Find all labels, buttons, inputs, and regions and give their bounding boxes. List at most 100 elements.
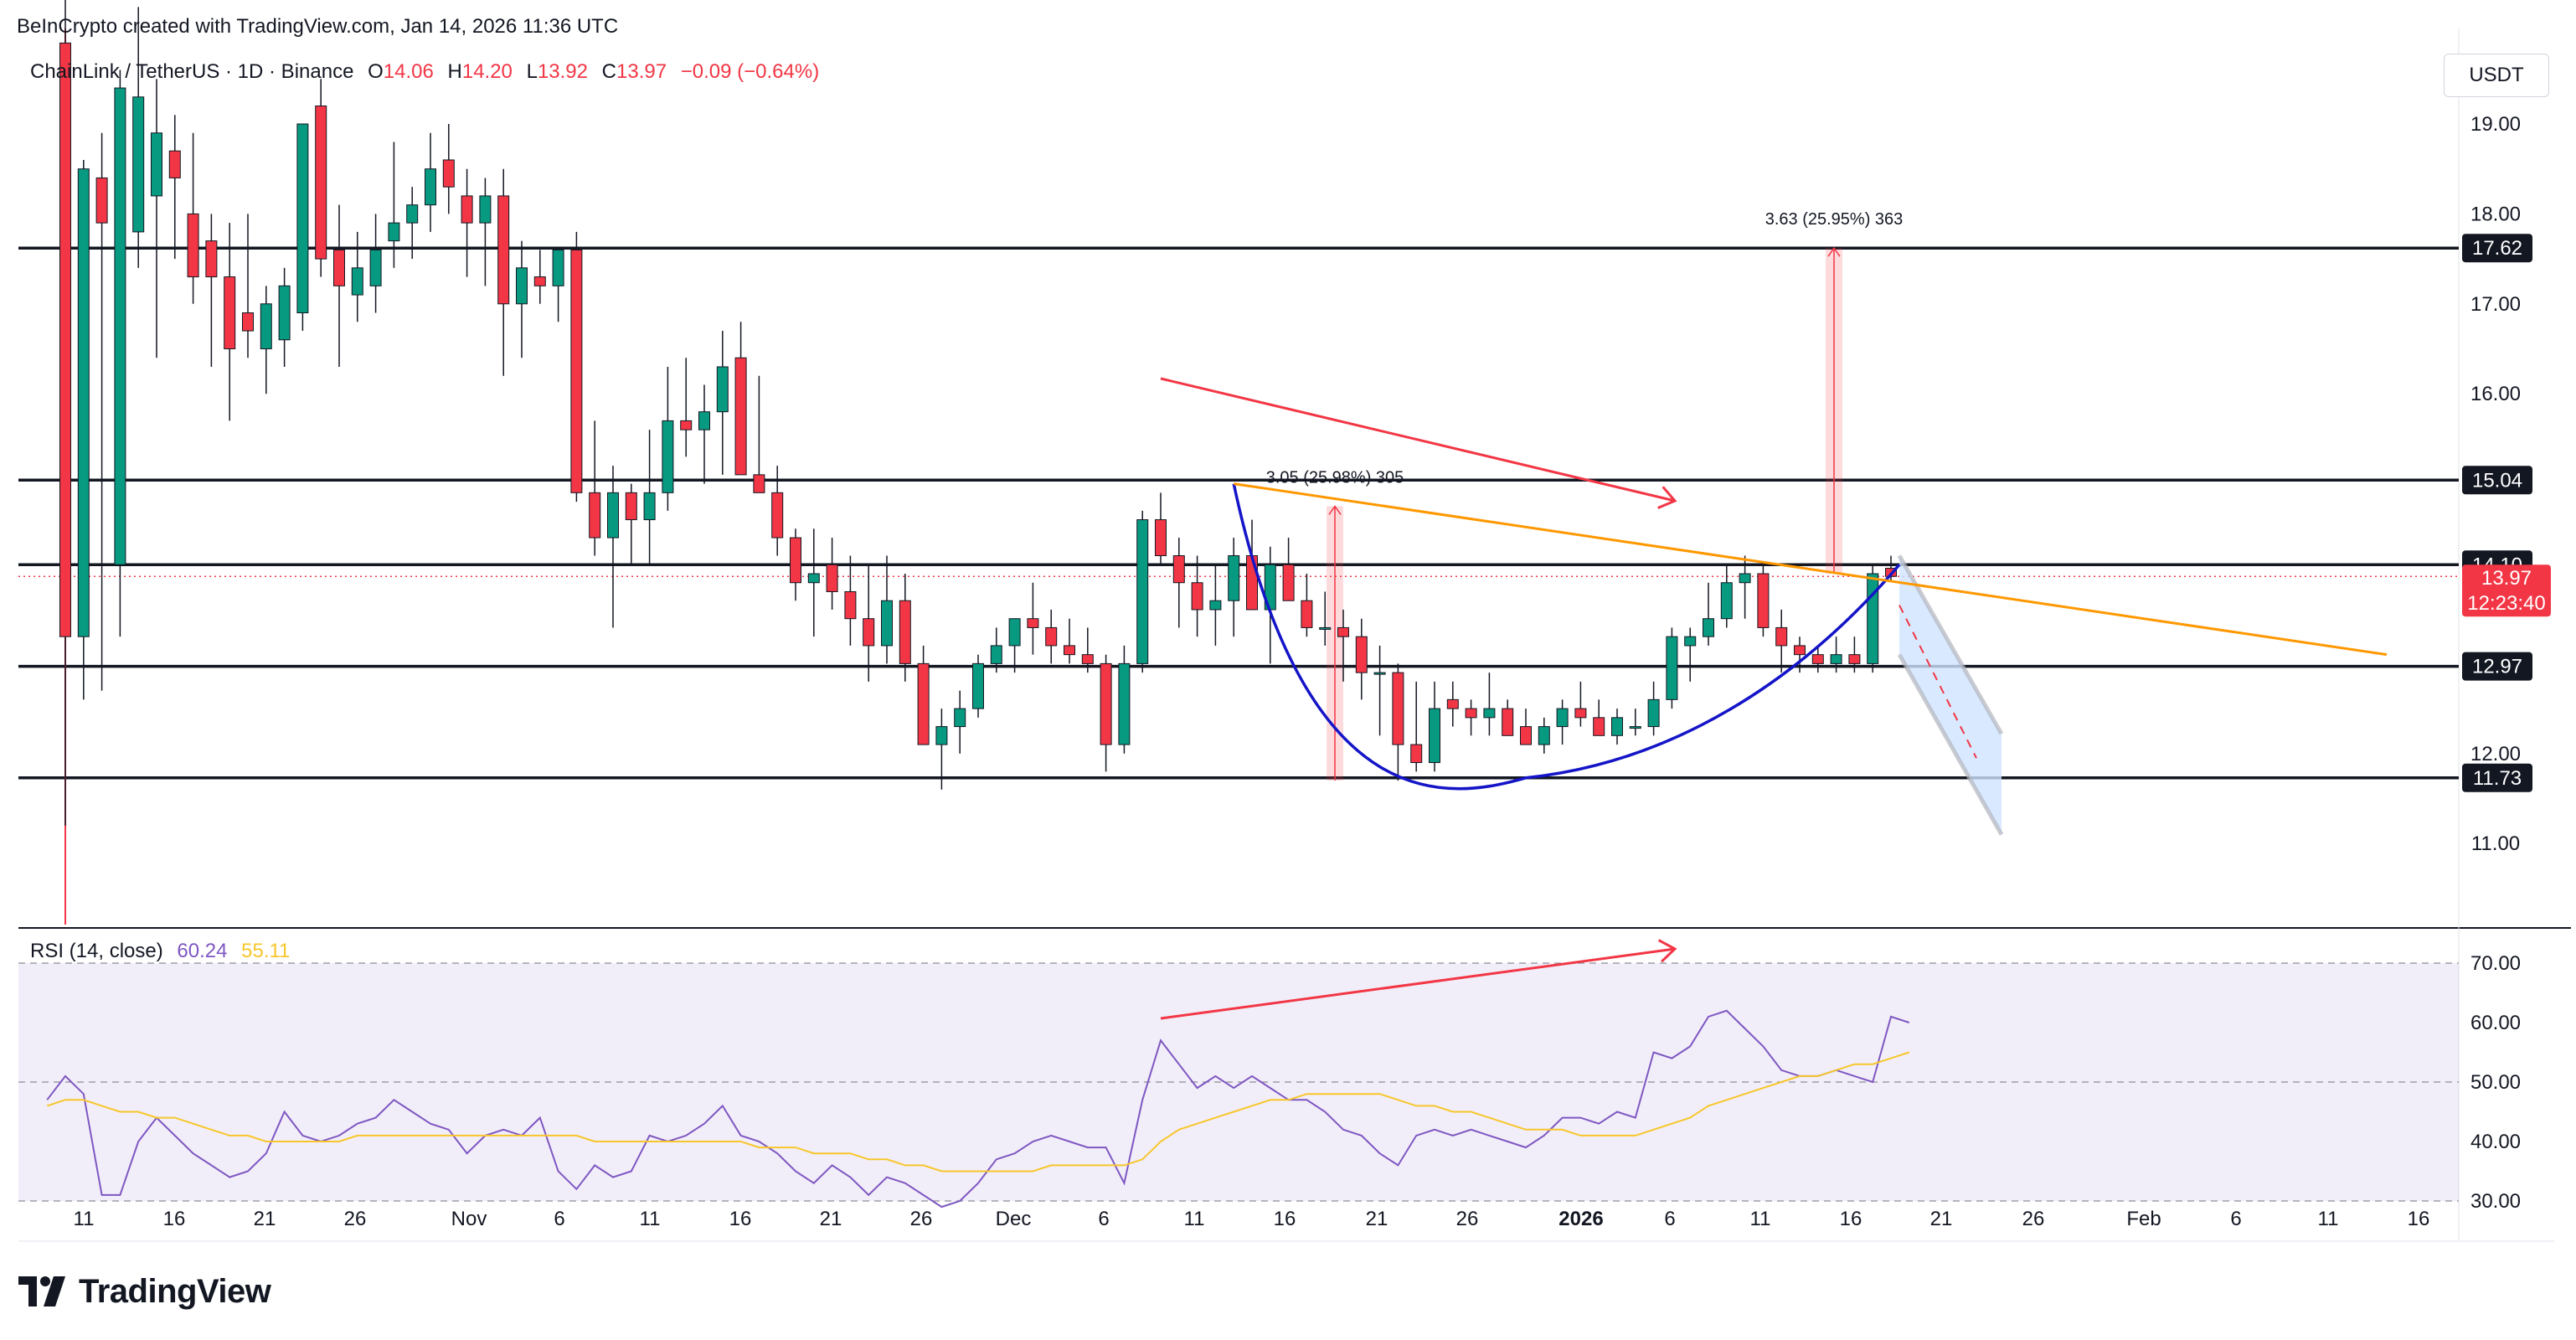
candle-body	[1228, 555, 1240, 601]
candle	[1483, 673, 1496, 736]
time-tick-label: 26	[1456, 1208, 1479, 1230]
candle-body	[1392, 672, 1404, 745]
time-tick-label: Feb	[2126, 1208, 2161, 1230]
candle	[1666, 627, 1678, 709]
candle-body	[1373, 672, 1386, 675]
candle	[863, 564, 875, 682]
symbol-legend[interactable]: ChainLink / TetherUS · 1D · Binance O14.…	[30, 60, 819, 84]
currency-button[interactable]: USDT	[2444, 54, 2549, 97]
candle	[1410, 681, 1423, 772]
candle	[1081, 627, 1094, 673]
candle-body	[461, 195, 473, 224]
price-tick-label: 19.00	[2470, 113, 2521, 136]
candle	[260, 286, 272, 394]
candle-body	[625, 492, 637, 521]
candle-body	[315, 106, 327, 260]
candle	[77, 159, 90, 700]
candle	[1775, 609, 1788, 673]
candle	[1538, 717, 1550, 754]
candle-body	[296, 123, 309, 314]
candle	[1703, 582, 1714, 646]
open-label: O	[368, 60, 384, 83]
candle-body	[388, 222, 400, 242]
candle	[1301, 574, 1313, 637]
candle	[296, 123, 309, 332]
candle	[1593, 699, 1605, 736]
candle-body	[369, 249, 382, 286]
countdown-label: 12:23:40	[2467, 592, 2545, 615]
candle	[224, 223, 236, 421]
price-tick-label: 16.00	[2470, 383, 2521, 405]
candle	[497, 168, 510, 376]
candle	[388, 142, 400, 268]
rsi-tick-label: 30.00	[2470, 1190, 2521, 1213]
candle-body	[1081, 654, 1094, 664]
candle	[753, 375, 765, 493]
candle-body	[863, 618, 875, 647]
candle	[826, 538, 838, 610]
candle-body	[406, 204, 419, 224]
tradingview-logo[interactable]: TradingView	[18, 1273, 271, 1310]
level-price-tag	[2462, 763, 2532, 792]
candle-body	[1045, 626, 1058, 647]
candle	[1647, 681, 1660, 736]
candle-body	[662, 420, 674, 493]
candle	[1155, 492, 1167, 565]
candle	[1574, 681, 1587, 727]
rsi-tick-label: 40.00	[2470, 1131, 2521, 1153]
candle-body	[1246, 555, 1258, 611]
candle-body	[260, 303, 272, 349]
candle-body	[1848, 654, 1861, 664]
candle	[1209, 564, 1222, 646]
candle	[1830, 636, 1842, 673]
candle	[425, 132, 436, 232]
candle-body	[1574, 708, 1587, 719]
candle	[917, 645, 930, 745]
rsi-higher-highs-arrow	[1160, 947, 1676, 1020]
candle-body	[844, 590, 857, 620]
candle-body	[1483, 708, 1496, 719]
candle-body	[1155, 519, 1167, 557]
candle	[1446, 681, 1459, 727]
candle-body	[242, 312, 254, 332]
candle-body	[1830, 654, 1842, 664]
candle-body	[1118, 662, 1131, 745]
candle-body	[1556, 708, 1569, 728]
time-tick-label: 11	[1184, 1208, 1205, 1230]
rsi-line	[46, 1009, 1910, 1209]
candle-body	[1811, 654, 1824, 664]
price-tick-label: 11.00	[2471, 832, 2520, 855]
candle-body	[1446, 698, 1459, 709]
candle-body	[807, 573, 820, 584]
candle-body	[990, 645, 1002, 664]
rsi-ma-line	[46, 1051, 1910, 1172]
candle	[315, 79, 327, 277]
candle	[625, 483, 637, 565]
candle-body	[1611, 717, 1623, 736]
time-tick-label: 16	[1840, 1208, 1862, 1230]
candle-body	[333, 249, 345, 286]
candle-body	[1337, 626, 1349, 637]
measure-2-label: 3.63 (25.95%) 363	[1765, 210, 1904, 229]
time-tick-label: 2026	[1558, 1208, 1603, 1230]
candle	[1611, 709, 1623, 745]
price-tick-label: 18.00	[2470, 203, 2521, 225]
candle	[1355, 618, 1368, 700]
candle	[205, 214, 218, 367]
candle	[1720, 564, 1733, 628]
cup-curve	[1232, 483, 1901, 791]
rsi-legend[interactable]: RSI (14, close) 60.24 55.11	[30, 940, 290, 963]
time-tick-label: 11	[2318, 1208, 2339, 1230]
candle-body	[1720, 582, 1733, 620]
time-tick-label: 21	[820, 1208, 842, 1230]
candle	[807, 528, 820, 637]
candle-body	[552, 249, 564, 286]
candle-body	[607, 492, 619, 539]
candle-body	[497, 195, 510, 305]
candle	[1100, 654, 1112, 772]
descending-channel	[1899, 555, 2002, 835]
candle-body	[1136, 519, 1149, 664]
candle	[132, 7, 145, 268]
level-price-label: 17.62	[2472, 237, 2522, 260]
